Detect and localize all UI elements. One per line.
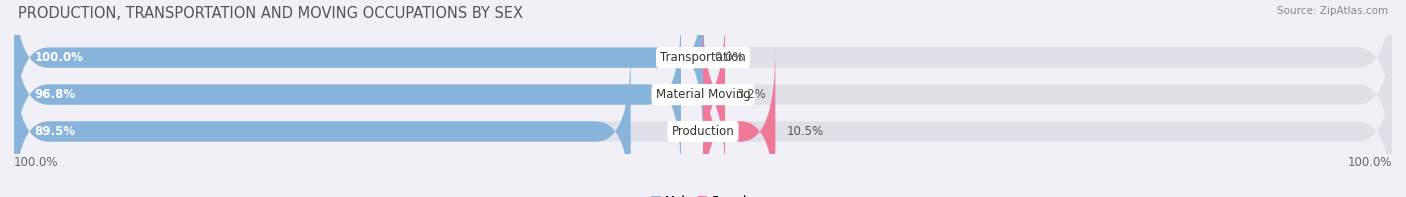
- FancyBboxPatch shape: [14, 0, 1392, 140]
- Text: PRODUCTION, TRANSPORTATION AND MOVING OCCUPATIONS BY SEX: PRODUCTION, TRANSPORTATION AND MOVING OC…: [18, 6, 523, 21]
- Text: 100.0%: 100.0%: [1347, 155, 1392, 168]
- Text: 10.5%: 10.5%: [786, 125, 824, 138]
- FancyBboxPatch shape: [14, 0, 703, 140]
- FancyBboxPatch shape: [14, 49, 631, 197]
- FancyBboxPatch shape: [14, 12, 681, 177]
- Text: Source: ZipAtlas.com: Source: ZipAtlas.com: [1277, 6, 1388, 16]
- Text: 100.0%: 100.0%: [35, 51, 83, 64]
- Legend: Male, Female: Male, Female: [647, 190, 759, 197]
- FancyBboxPatch shape: [703, 49, 775, 197]
- Text: Transportation: Transportation: [661, 51, 745, 64]
- Text: 96.8%: 96.8%: [35, 88, 76, 101]
- Text: Production: Production: [672, 125, 734, 138]
- FancyBboxPatch shape: [14, 12, 1392, 177]
- Text: 89.5%: 89.5%: [35, 125, 76, 138]
- Text: Material Moving: Material Moving: [655, 88, 751, 101]
- FancyBboxPatch shape: [690, 12, 738, 177]
- FancyBboxPatch shape: [14, 49, 1392, 197]
- Text: 100.0%: 100.0%: [14, 155, 59, 168]
- Text: 0.0%: 0.0%: [714, 51, 744, 64]
- Text: 3.2%: 3.2%: [737, 88, 766, 101]
